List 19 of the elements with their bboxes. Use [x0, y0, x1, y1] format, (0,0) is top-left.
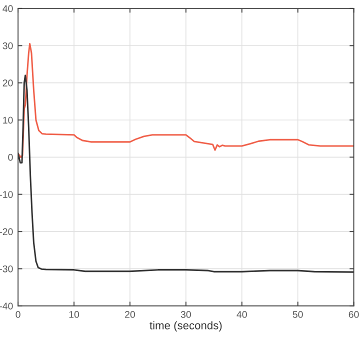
y-tick-label: 30 — [2, 42, 13, 50]
x-tick-label: 10 — [69, 311, 80, 318]
y-tick-label: 0 — [8, 154, 13, 161]
y-tick-label: 40 — [2, 5, 13, 12]
y-tick-label: -40 — [0, 302, 13, 310]
y-tick-label: 10 — [3, 116, 13, 124]
x-tick-label: 0 — [16, 311, 20, 318]
y-tick-label: -10 — [0, 191, 13, 198]
x-axis-title: time (seconds) — [150, 321, 222, 332]
line-series — [18, 74, 354, 273]
x-tick-label: 20 — [125, 311, 135, 318]
x-tick-label: 40 — [236, 311, 247, 318]
y-tick-label: -30 — [0, 265, 13, 272]
y-tick-label: -20 — [0, 228, 13, 236]
x-tick-label: 50 — [292, 311, 303, 318]
line-series — [18, 43, 354, 158]
x-tick-label: 60 — [348, 311, 359, 318]
y-tick-label: 20 — [2, 80, 13, 86]
x-tick-label: 30 — [180, 311, 191, 318]
